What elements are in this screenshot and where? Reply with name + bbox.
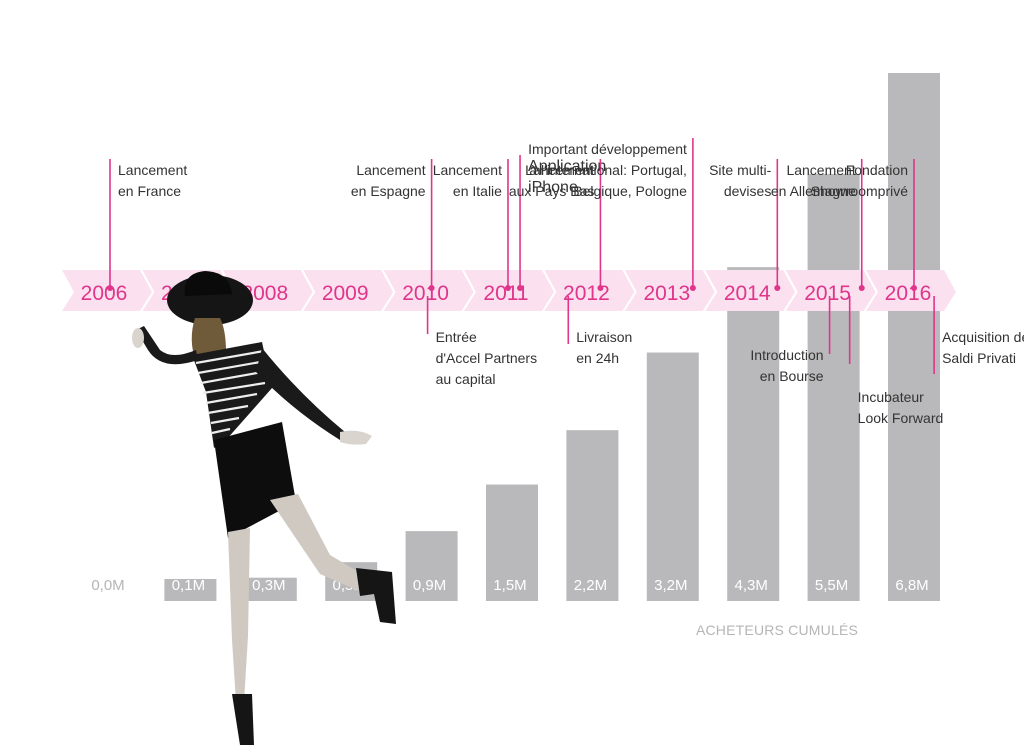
event-label: Introduction en Bourse <box>750 347 823 384</box>
year-label-2011: 2011 <box>483 282 528 305</box>
bar-2015 <box>807 173 860 602</box>
value-label-2014: 4,3M <box>735 577 768 594</box>
hat-crown <box>184 271 232 296</box>
bar-2014 <box>727 267 780 601</box>
value-label-2010: 0,9M <box>413 577 446 594</box>
event-marker-dot <box>107 285 113 291</box>
timeline-segment-2010 <box>383 270 474 311</box>
event-label: Application iPhone <box>528 158 606 196</box>
value-labels: 0,0M0,1M0,3M0,5M0,9M1,5M2,2M3,2M4,3M5,5M… <box>91 577 928 594</box>
value-label-2016: 6,8M <box>895 577 928 594</box>
bar-2016 <box>888 73 940 601</box>
value-label-2015: 5,5M <box>815 577 848 594</box>
event-marker-dot <box>774 285 781 291</box>
event-label: Site multi-devises <box>709 162 772 199</box>
timeline-segment-2009 <box>303 270 394 311</box>
raised-leg <box>270 494 372 594</box>
year-label-2015: 2015 <box>804 282 851 305</box>
event-label: Incubateur Look Forward <box>858 389 944 426</box>
year-label-2016: 2016 <box>885 282 932 305</box>
event-label: Lancement en Espagne <box>351 162 426 199</box>
year-label-2009: 2009 <box>322 282 369 305</box>
standing-leg <box>228 528 250 702</box>
right-hand <box>340 430 372 445</box>
event-marker-dot <box>911 285 917 291</box>
event-label: Lancement aux Pays Bas <box>509 162 595 199</box>
bars-layer <box>164 73 940 602</box>
event-marker-dot <box>428 285 435 291</box>
raised-shoe <box>356 568 396 624</box>
right-arm <box>256 348 345 440</box>
timeline-band: 2006200720082009201020112012201320142015… <box>62 270 956 311</box>
year-label-2013: 2013 <box>643 282 690 305</box>
event-marker-dot <box>597 285 604 291</box>
value-label-2006: 0,0M <box>91 577 124 594</box>
value-label-2008: 0,3M <box>252 577 285 594</box>
skirt <box>214 422 296 538</box>
event-marker-dot <box>504 285 511 291</box>
bar-2008 <box>244 577 297 601</box>
event-label: Lancement en Italie <box>433 162 502 199</box>
event-label: Important développement à l'international… <box>528 141 687 199</box>
year-label-2006: 2006 <box>81 282 128 305</box>
value-label-2012: 2,2M <box>574 577 607 594</box>
event-label: Entrée d'Accel Partners au capital <box>436 329 537 387</box>
bar-2010 <box>405 531 458 601</box>
year-label-2014: 2014 <box>724 282 771 305</box>
timeline-segment-2015 <box>785 270 876 311</box>
value-label-2013: 3,2M <box>654 577 687 594</box>
woman-figure-illustration <box>132 271 396 745</box>
value-label-2007: 0,1M <box>172 577 205 594</box>
event-label: Lancement en France <box>118 162 187 199</box>
event-label: Livraison en 24h <box>576 329 632 366</box>
striped-top <box>192 342 272 448</box>
event-label: Lancement en Allemagne <box>771 162 856 199</box>
event-marker-dot <box>517 285 524 291</box>
timeline-segment-2006 <box>62 270 152 311</box>
bar-2013 <box>646 352 699 601</box>
value-label-2011: 1,5M <box>493 577 526 594</box>
timeline-segment-2012 <box>544 270 635 311</box>
year-label-2008: 2008 <box>241 282 288 305</box>
chart-caption: ACHETEURS CUMULÉS <box>696 622 858 638</box>
event-marker-dot <box>858 285 865 291</box>
event-marker-dot <box>689 285 696 291</box>
event-label: Acquisition de Saldi Privati <box>942 329 1024 366</box>
bar-2007 <box>164 579 217 601</box>
stripes <box>195 349 269 435</box>
event-label: Fondation Showroomprivé <box>811 162 908 199</box>
year-label-2012: 2012 <box>563 282 610 305</box>
bar-2012 <box>566 430 619 601</box>
year-label-2010: 2010 <box>402 282 449 305</box>
left-arm <box>136 326 198 365</box>
timeline-segment-2014 <box>705 270 796 311</box>
bar-2011 <box>486 484 538 601</box>
standing-shoe <box>232 694 254 745</box>
left-hand <box>132 328 144 348</box>
